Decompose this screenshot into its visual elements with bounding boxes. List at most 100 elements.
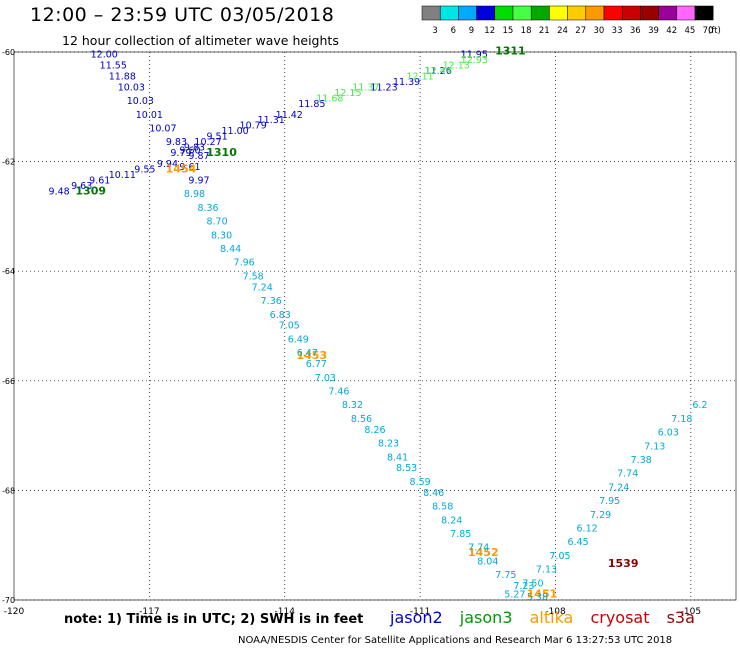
wave-height-value: 8.30 — [211, 230, 232, 241]
wave-height-value: 12.13 — [443, 60, 470, 71]
colorbar-tick-label: 18 — [521, 26, 532, 36]
x-tick-label: -120 — [4, 607, 25, 617]
wave-height-value: 8.32 — [342, 400, 363, 411]
wave-height-value: 8.58 — [432, 502, 453, 513]
chart-subtitle: 12 hour collection of altimeter wave hei… — [62, 33, 339, 48]
wave-height-value: 8.70 — [206, 217, 227, 228]
wave-height-value: 9.61 — [179, 162, 200, 173]
wave-height-value: 10.79 — [240, 121, 267, 132]
wave-height-value: 8.46 — [423, 488, 444, 499]
wave-height-value: 8.44 — [220, 244, 241, 255]
wave-height-value: 11.95 — [461, 49, 488, 60]
wave-height-value: 10.27 — [194, 137, 221, 148]
y-tick-label: -70 — [2, 596, 15, 605]
colorbar-tick-label: 15 — [502, 26, 513, 36]
wave-height-value: 9.94 — [157, 159, 178, 170]
wave-height-value: 9.79 — [170, 148, 191, 159]
source-credit: NOAA/NESDIS Center for Satellite Applica… — [238, 635, 673, 646]
wave-height-value: 11.37 — [352, 82, 379, 93]
pass-time-label: 1309 — [75, 184, 106, 197]
y-tick-label: -62 — [2, 158, 15, 167]
wave-height-value: 11.68 — [316, 93, 343, 104]
colorbar-tick-label: 42 — [666, 26, 677, 36]
wave-height-value: 7.03 — [315, 373, 336, 384]
wave-height-value: 9.97 — [188, 176, 209, 187]
wave-height-value: 7.74 — [617, 469, 638, 480]
wave-height-value: 11.31 — [258, 115, 285, 126]
wave-height-value: 10.01 — [136, 110, 163, 121]
wave-height-value: 5.27 — [504, 589, 525, 600]
wave-height-value: 11.23 — [370, 82, 397, 93]
wave-height-value: 8.59 — [410, 477, 431, 488]
wave-height-value: 10.07 — [149, 123, 176, 134]
wave-height-value: 9.63 — [71, 181, 92, 192]
wave-height-value: 12.44 — [425, 66, 452, 77]
y-tick-label: -66 — [2, 377, 15, 386]
wave-height-value: 7.23 — [513, 581, 534, 592]
wave-height-value: 6.45 — [567, 537, 588, 548]
wave-height-value: 7.74 — [468, 543, 489, 554]
wave-height-value: 9.83 — [184, 143, 205, 154]
wave-height-value: 10.03 — [127, 96, 154, 107]
wave-height-value: 7.13 — [644, 441, 665, 452]
wave-height-value: 7.95 — [599, 496, 620, 507]
colorbar-tick-label: 30 — [593, 26, 604, 36]
colorbar-tick-label: 6 — [451, 26, 456, 36]
legend-item-s3a: s3a — [666, 608, 695, 627]
wave-height-value: 6.2 — [692, 400, 707, 411]
wave-height-value: 8.53 — [396, 463, 417, 474]
wave-height-value: 8.36 — [197, 203, 218, 214]
wave-height-value: 9.87 — [188, 151, 209, 162]
wave-height-value: 10.03 — [118, 82, 145, 93]
wave-height-value: 7.24 — [252, 282, 273, 293]
wave-height-value: 8.56 — [351, 414, 372, 425]
wave-height-value: 6.77 — [306, 359, 327, 370]
wave-height-value: 7.13 — [536, 565, 557, 576]
wave-height-value: 12.15 — [334, 88, 361, 99]
wave-height-value: 9.83 — [166, 137, 187, 148]
wave-height-value: 9.55 — [134, 165, 155, 176]
y-tick-label: -60 — [2, 48, 15, 57]
colorbar-tick-label: 24 — [557, 26, 568, 36]
colorbar-tick-label: 45 — [684, 26, 695, 36]
x-tick-label: -105 — [681, 607, 701, 617]
pass-time-label: 1454 — [166, 163, 197, 176]
wave-height-value: 7.96 — [234, 258, 255, 269]
wave-height-value: 11.88 — [109, 71, 136, 82]
wave-height-value: 8.04 — [477, 556, 498, 567]
y-tick-label: -64 — [2, 267, 15, 276]
pass-time-label: 1539 — [608, 557, 639, 570]
pass-time-label: 1451 — [527, 587, 558, 600]
wave-height-value: 11.55 — [100, 60, 127, 71]
wave-height-value: 12.11 — [407, 71, 434, 82]
wave-height-value: 6.49 — [288, 334, 309, 345]
colorbar-tick-label: 3 — [432, 26, 437, 36]
wave-height-value: 7.29 — [590, 510, 611, 521]
color-scale-bar: 3 6 9 12 15 18 21 24 27 30 33 36 39 42 45 70(ft) — [421, 5, 721, 36]
footnote: note: 1) Time is in UTC; 2) SWH is in fe… — [64, 612, 364, 627]
colorbar-tick-label: 27 — [575, 26, 586, 36]
wave-height-value: 10.11 — [109, 170, 136, 181]
wave-height-value: 11.85 — [298, 99, 325, 110]
colorbar-unit-label: (ft) — [708, 26, 721, 36]
wave-height-value: 12.93 — [461, 55, 488, 66]
satellite-legend: jason2 jason3 altika cryosat s3a — [390, 608, 707, 627]
x-tick-label: -117 — [139, 607, 159, 617]
wave-height-value: 11.00 — [222, 126, 249, 137]
y-tick-label: -68 — [2, 486, 15, 495]
x-tick-label: -114 — [275, 607, 296, 617]
wave-height-value: 6.83 — [270, 310, 291, 321]
pass-time-label: 1311 — [495, 45, 526, 58]
wave-height-value: 5.38 — [527, 592, 548, 603]
wave-height-value: 8.24 — [441, 515, 462, 526]
x-tick-label: -111 — [410, 607, 430, 617]
plot-frame — [13, 51, 737, 601]
wave-height-value: 9.60 — [179, 145, 200, 156]
wave-height-value: 11.39 — [393, 77, 420, 88]
chart-title: 12:00 – 23:59 UTC 03/05/2018 — [30, 4, 335, 26]
legend-item-cryosat: cryosat — [590, 608, 650, 627]
wave-height-value: 8.26 — [364, 425, 385, 436]
pass-time-label: 1452 — [468, 546, 499, 559]
colorbar-tick-label: 33 — [612, 26, 623, 36]
